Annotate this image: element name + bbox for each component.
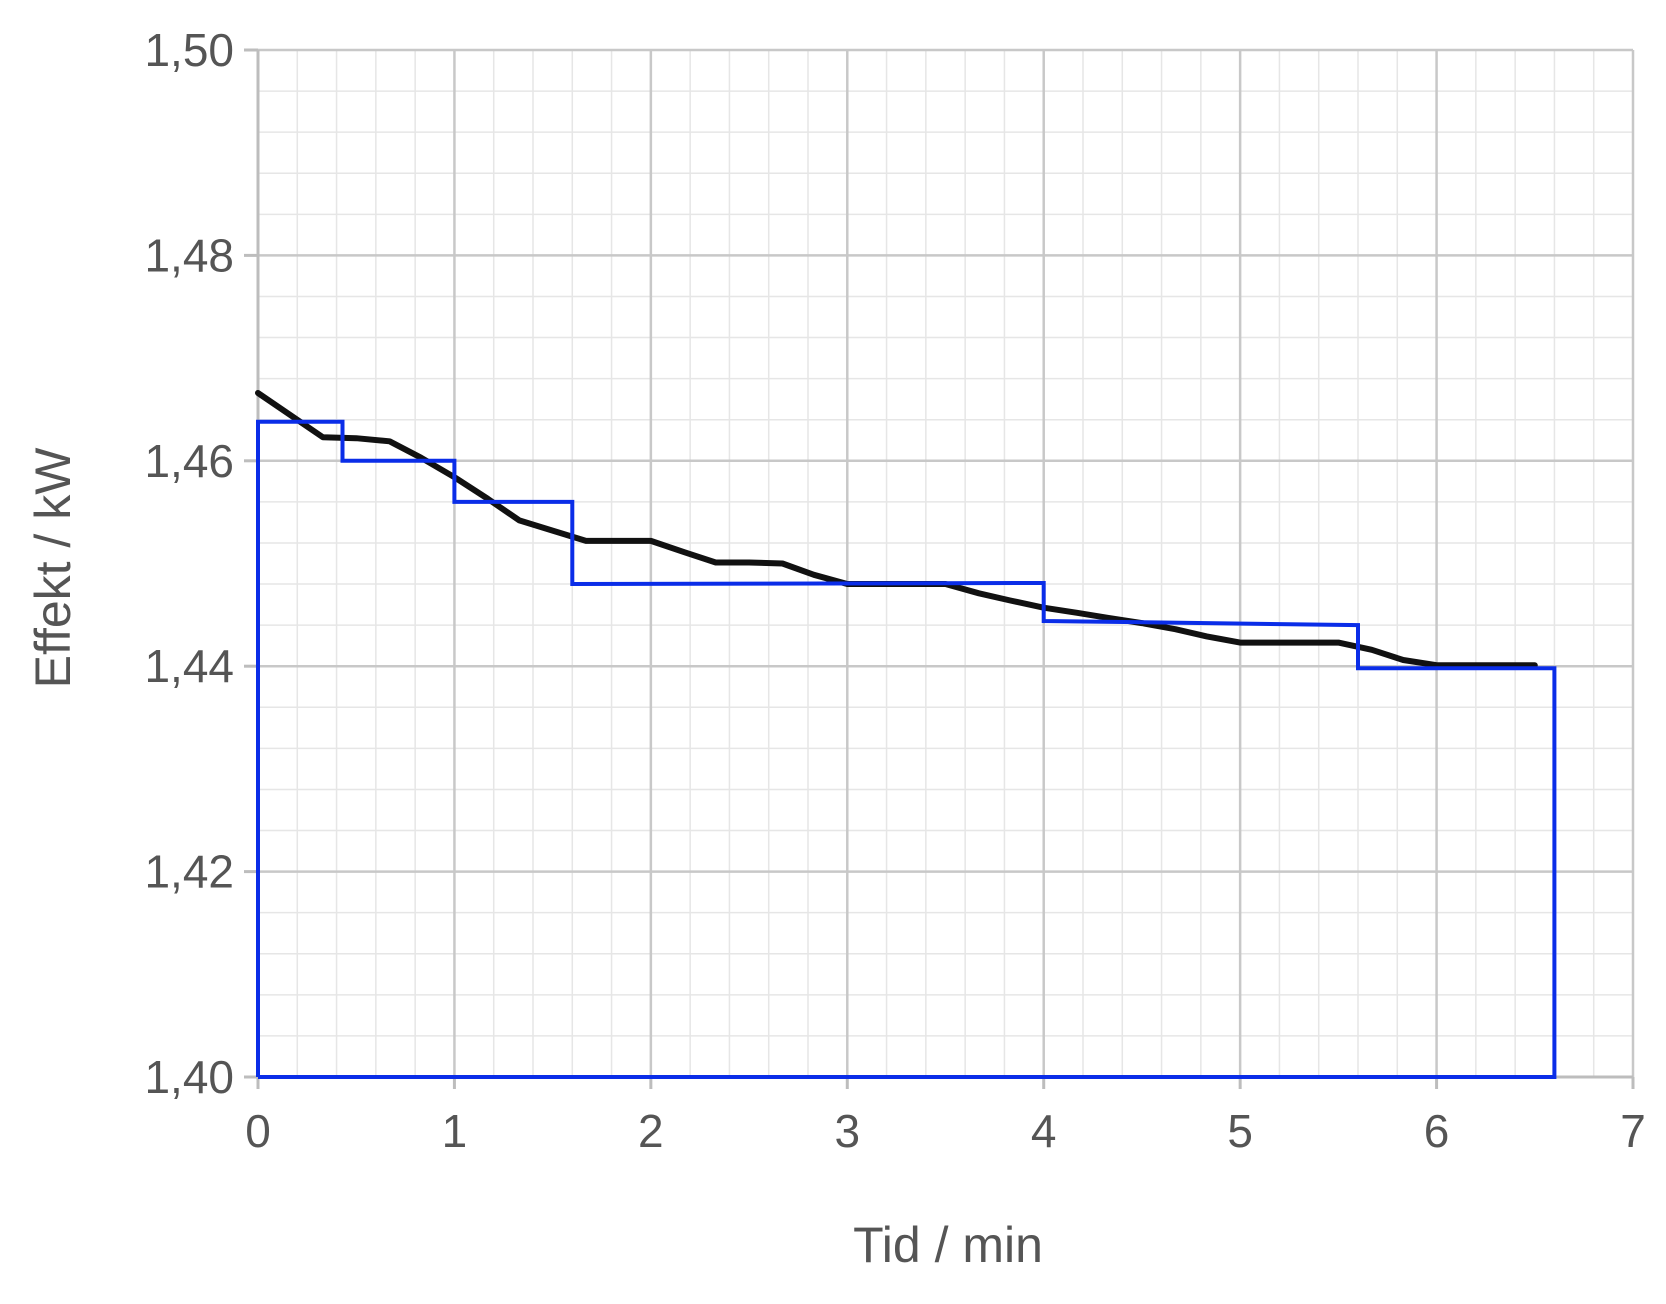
x-tick-label: 6 [1424,1105,1450,1157]
x-tick-label: 2 [638,1105,664,1157]
y-tick-label: 1,44 [144,640,234,692]
x-tick-label: 7 [1620,1105,1646,1157]
step-series-line [256,419,1557,1079]
y-tick-label: 1,50 [144,24,234,76]
grid [256,48,1635,1079]
y-tick-label: 1,48 [144,229,234,281]
x-tick-label: 0 [245,1105,271,1157]
tick-labels: 0 1 2 3 4 5 6 7 1,40 1,42 1,44 1,46 1,48 1,50 [144,24,1645,1157]
y-axis-title: Effekt / kW [25,447,81,689]
y-tick-label: 1,46 [144,435,234,487]
x-tick-label: 4 [1031,1105,1057,1157]
x-tick-label: 5 [1227,1105,1253,1157]
axes [244,48,1635,1089]
series [255,390,1557,1079]
x-axis-title: Tid / min [853,1217,1043,1273]
y-tick-label: 1,42 [144,846,234,898]
y-tick-label: 1,40 [144,1051,234,1103]
x-tick-label: 3 [834,1105,860,1157]
x-tick-label: 1 [442,1105,468,1157]
